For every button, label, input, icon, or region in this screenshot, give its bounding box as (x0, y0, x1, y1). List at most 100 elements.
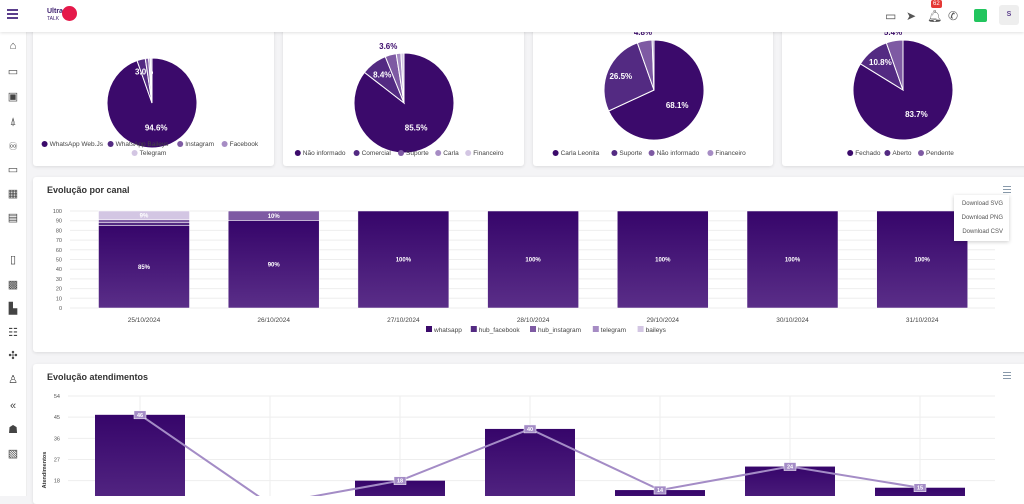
legend-item[interactable]: Aberto (892, 150, 912, 157)
y-tick: 100 (53, 209, 62, 215)
bar-segment-whatsapp[interactable] (487, 210, 579, 309)
pie-label: 3.6% (379, 42, 397, 51)
chart-menu-icon[interactable] (1003, 372, 1011, 381)
chart-menu-icon[interactable] (1003, 186, 1011, 195)
send-icon[interactable]: ➤ (906, 9, 917, 23)
pie-label: 3.0% (135, 68, 153, 77)
phone-icon[interactable]: ✆ (948, 9, 959, 23)
avatar[interactable]: S (999, 5, 1019, 25)
user-queue-icon[interactable]: ♙ (8, 374, 18, 386)
legend-item[interactable]: Suporte (619, 150, 642, 157)
legend-item[interactable]: Fechado (855, 150, 881, 157)
legend-item[interactable]: Financeiro (715, 150, 746, 157)
legend-item[interactable]: Não informado (657, 150, 700, 157)
download-csv[interactable]: Download CSV (962, 229, 1003, 235)
pie-label: 94.6% (145, 123, 168, 132)
legend-marker (221, 141, 228, 147)
bar-segment-hub_facebook[interactable] (98, 222, 190, 226)
chat-icon[interactable]: ▭ (885, 9, 897, 23)
download-svg[interactable]: Download SVG (961, 201, 1003, 207)
y-tick: 0 (59, 306, 62, 312)
bar-segment-hub_instagram[interactable] (98, 219, 190, 223)
legend-item[interactable]: hub_facebook (479, 327, 521, 334)
legend-item[interactable]: WhatsApp Web.Js (50, 141, 104, 148)
pie-slice[interactable] (885, 39, 904, 91)
legend-item[interactable]: Carla Leonita (561, 150, 600, 157)
legend-marker (398, 150, 404, 156)
bar-label: 100% (785, 258, 801, 264)
connections-icon[interactable]: ▯ (9, 254, 17, 266)
pie-label: 5.4% (884, 28, 902, 37)
bar-segment-whatsapp[interactable] (227, 220, 320, 309)
legend-marker (41, 141, 48, 147)
y-tick: 60 (56, 248, 62, 254)
pie-slice[interactable] (149, 57, 153, 104)
contacts-icon[interactable]: ▣ (7, 91, 19, 103)
legend-item[interactable]: WhatsApp Baileys (116, 141, 169, 148)
x-tick: 30/10/2024 (776, 317, 809, 324)
legend-item[interactable]: Comercial (362, 150, 392, 157)
legend-item[interactable]: telegram (601, 327, 626, 334)
y-tick: 80 (56, 228, 62, 234)
board-icon[interactable]: ▩ (7, 279, 19, 291)
bar-segment-whatsapp[interactable] (876, 210, 968, 309)
kanban-icon[interactable]: ▦ (7, 188, 19, 200)
bell-icon[interactable]: 🔔︎ (927, 9, 943, 23)
clipboard-icon[interactable]: ▤ (7, 212, 19, 224)
pie-slice[interactable] (607, 39, 705, 141)
reply-all-icon[interactable]: « (9, 400, 17, 412)
bar-segment-hub_instagram[interactable] (227, 210, 320, 221)
messages-icon[interactable]: ▭ (7, 164, 19, 176)
report-icon[interactable]: ▙ (8, 303, 18, 315)
bar-label: 100% (915, 258, 931, 264)
bar-segment-whatsapp[interactable] (617, 210, 709, 309)
legend-item[interactable]: Telegram (140, 150, 167, 157)
legend-item[interactable]: Financeiro (473, 150, 504, 157)
legend-item[interactable]: Não informado (303, 150, 346, 157)
legend-item[interactable]: baileys (646, 327, 667, 334)
legend-item[interactable]: Pendente (926, 150, 954, 157)
legend-marker (530, 326, 536, 332)
pie-slice[interactable] (603, 42, 655, 112)
pie-slice[interactable] (400, 52, 405, 104)
legend-item[interactable]: Carla (443, 150, 459, 157)
data-label: 24 (787, 465, 794, 471)
bar-segment-baileys[interactable] (98, 210, 190, 220)
data-label-box (783, 462, 797, 471)
pie-slice[interactable] (651, 39, 655, 91)
sidebar: ⌂ ▭ ▣ ⍋ ♾ ▭ ▦ ▤ ▯ ▩ ▙ ☷ ✣ ♙ « ☗ ▧ (0, 32, 27, 496)
x-tick: 27/10/2024 (387, 317, 420, 324)
groups-icon[interactable]: ♾ (8, 141, 18, 153)
legend-marker (465, 150, 472, 156)
legend-item[interactable]: whatsapp (433, 327, 462, 334)
bar-segment-whatsapp[interactable] (746, 210, 839, 309)
legend-item[interactable]: Facebook (230, 141, 259, 148)
team-icon[interactable]: ☷ (8, 327, 18, 339)
bot-icon[interactable]: ☗ (8, 424, 18, 436)
pie-label: 4.8% (634, 28, 652, 37)
flow-icon[interactable]: ✣ (8, 350, 18, 362)
bar[interactable] (485, 428, 575, 496)
legend-item[interactable]: Suporte (406, 150, 429, 157)
rocket-icon[interactable]: ⍋ (9, 116, 17, 128)
legend-item[interactable]: Instagram (185, 141, 214, 148)
data-label: 40 (527, 427, 533, 433)
data-label-box (523, 424, 537, 434)
bar[interactable] (95, 414, 185, 496)
chat-icon[interactable]: ▭ (7, 66, 19, 78)
data-label: 46 (137, 413, 143, 419)
legend-item[interactable]: hub_instagram (538, 327, 581, 334)
x-tick: 31/10/2024 (906, 317, 939, 324)
y-tick: 45 (54, 415, 60, 421)
menu-icon[interactable] (7, 9, 18, 21)
bar-label: 85% (138, 265, 151, 271)
data-label: 15 (917, 486, 923, 492)
download-png[interactable]: Download PNG (961, 215, 1003, 221)
y-tick: 27 (54, 458, 60, 464)
data-label: 18 (397, 479, 403, 485)
notification-badge: 62 (931, 0, 942, 8)
bar-segment-whatsapp[interactable] (357, 210, 450, 309)
home-icon[interactable]: ⌂ (9, 40, 17, 52)
schedule-icon[interactable]: ▧ (7, 448, 19, 460)
add-contact-icon[interactable] (974, 9, 987, 22)
